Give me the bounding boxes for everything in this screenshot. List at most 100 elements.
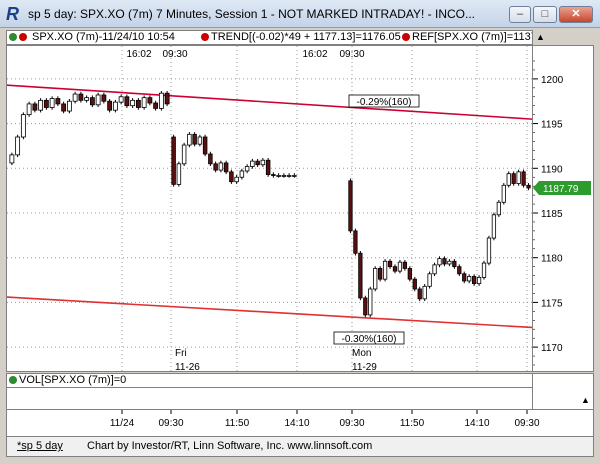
candle-body [112, 101, 118, 111]
price-tick-label: 1195 [541, 120, 563, 131]
trend-indicator-icon [201, 33, 209, 41]
candle-body [265, 159, 271, 175]
candle-body [208, 153, 213, 165]
candle-body [141, 97, 147, 108]
candle-body [107, 100, 113, 111]
day-label: Mon [352, 348, 371, 359]
price-tick-label: 1170 [541, 343, 563, 354]
date-label: 11-29 [352, 362, 377, 371]
candlestick-plot: 16:02 09:30 16:02 09:30 -0.29%(160) -0.30%(16… [7, 46, 532, 371]
candle-body [521, 171, 526, 186]
candle-body [462, 273, 467, 282]
close-button[interactable]: ✕ [559, 6, 593, 23]
credit-text: Chart by Investor/RT, Linn Software, Inc… [87, 440, 373, 452]
candle-body [271, 174, 276, 176]
candle-body [118, 96, 124, 103]
candle-body [181, 144, 187, 165]
candle-body [135, 99, 141, 108]
time-tick-label: 09:30 [158, 418, 183, 429]
candle-body [286, 175, 292, 177]
candle-body [43, 99, 49, 108]
price-tick-label: 1190 [541, 164, 563, 175]
top-time-label: 16:02 [126, 49, 151, 60]
day-label: Fri [175, 348, 187, 359]
legend-ref-item[interactable]: REF[SPX.XO (7m)]=1137.15 [402, 31, 532, 44]
candle-body [526, 184, 531, 189]
candle-body [192, 133, 197, 145]
candle-body [130, 99, 136, 107]
chart-legend: SPX.XO (7m)-11/24/10 10:54 TREND[(-0.02)… [6, 30, 533, 45]
candle-body [78, 93, 84, 101]
trend-label-box [348, 94, 420, 108]
candle-body [387, 260, 393, 268]
top-time-label: 16:02 [302, 49, 327, 60]
minimize-button[interactable]: – [509, 6, 531, 23]
candle-body [255, 160, 260, 166]
legend-series-icons[interactable] [9, 31, 29, 44]
candle-body [101, 94, 107, 102]
trend-line [7, 84, 532, 120]
candle-body [348, 180, 353, 232]
candle-body [353, 230, 358, 254]
price-chart[interactable]: 16:02 09:30 16:02 09:30 -0.29%(160) -0.30%(16… [6, 45, 533, 372]
candle-body [506, 173, 511, 186]
candle-body [476, 276, 482, 285]
candle-body [55, 98, 61, 105]
candle-body [20, 114, 26, 138]
candle-body [397, 261, 403, 272]
time-tick-label: 14:10 [284, 418, 309, 429]
candle-body [223, 162, 229, 173]
candle-body [95, 94, 101, 106]
candle-body [511, 173, 516, 184]
candle-body [234, 176, 239, 183]
candle-body [124, 96, 130, 107]
candle-body [72, 93, 78, 102]
candle-body [491, 214, 497, 239]
candle-body [501, 184, 506, 203]
candle-body [158, 92, 164, 109]
candle-body [407, 268, 412, 280]
candle-body [202, 136, 208, 155]
maximize-button[interactable]: □ [533, 6, 557, 23]
trend-label: -0.29%(160) [356, 97, 411, 108]
candle-body [496, 201, 501, 216]
time-tick-label: 09:30 [514, 418, 539, 429]
candle-body [61, 103, 67, 112]
candle-body [84, 97, 90, 101]
candle-body [171, 136, 176, 185]
candle-body [244, 166, 250, 172]
candle-body [363, 297, 368, 316]
volume-legend: VOL[SPX.XO (7m)]=0 [6, 373, 533, 388]
candle-body [260, 159, 266, 166]
candle-body [89, 97, 95, 106]
ref-indicator-icon [402, 33, 410, 41]
candle-body [26, 103, 32, 116]
volume-legend-item[interactable]: VOL[SPX.XO (7m)]=0 [9, 374, 126, 387]
candle-body [9, 154, 15, 164]
series-indicator-icon [9, 33, 17, 41]
candle-body [427, 273, 432, 287]
time-axis[interactable]: 11/24 09:30 11:50 14:10 09:30 11:50 14:10 09:30 [6, 410, 594, 437]
legend-series-text[interactable]: SPX.XO (7m)-11/24/10 10:54 [32, 31, 175, 43]
candle-body [402, 261, 408, 269]
candle-body [281, 175, 287, 177]
time-tick-label: 11/24 [110, 418, 135, 429]
collapse-arrow-icon[interactable]: ▲ [581, 395, 590, 405]
volume-pane[interactable] [6, 388, 533, 410]
candle-body [447, 260, 452, 265]
time-axis-scale: 11/24 09:30 11:50 14:10 09:30 11:50 14:10 09:30 [110, 410, 540, 429]
scroll-up-arrow-icon[interactable]: ▲ [536, 32, 545, 42]
candle-body [481, 262, 487, 278]
candle-body [437, 258, 442, 266]
candle-body [32, 103, 38, 111]
date-label: 11-26 [175, 362, 200, 371]
candle-body [147, 97, 153, 104]
candle-body [467, 276, 472, 282]
candle-body [250, 160, 255, 167]
candle-body [358, 252, 363, 299]
series-indicator-icon [19, 33, 27, 41]
legend-trend-item[interactable]: TREND[(-0.02)*49 + 1177.13]=1176.05 [201, 31, 401, 44]
price-tick-label: 1175 [541, 298, 563, 309]
chart-tab[interactable]: *sp 5 day [17, 440, 63, 452]
price-axis[interactable]: 1200 1195 1190 1185 1180 1175 1170 1187.79 [533, 45, 594, 372]
